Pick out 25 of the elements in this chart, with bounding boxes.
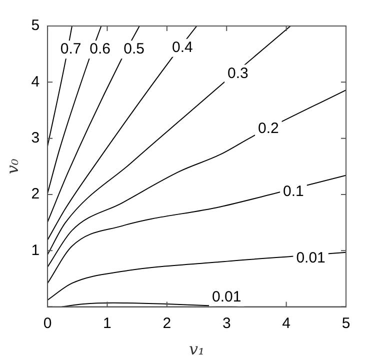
annotation: 0.01 — [212, 288, 242, 306]
y-tick-label: 1 — [31, 242, 40, 259]
y-tick-label: 5 — [31, 17, 40, 34]
annotation: 0.4 — [172, 39, 193, 56]
annotation: 0.6 — [90, 40, 110, 58]
annotation: 0.01 — [296, 250, 326, 267]
annotation: 0.1 — [283, 182, 304, 200]
y-tick-label: 3 — [31, 129, 40, 146]
annotation: 0.5 — [124, 40, 145, 58]
line-series — [48, 174, 346, 284]
x-tick-label: 3 — [222, 314, 231, 332]
x-tick-label: 2 — [162, 314, 172, 332]
annotation: 0.2 — [258, 120, 279, 137]
line-series — [48, 90, 346, 268]
y-tick-label: 2 — [31, 186, 40, 203]
line-series — [48, 26, 198, 240]
y-axis-title: v₀ — [2, 158, 22, 174]
annotation: 0.3 — [228, 64, 248, 82]
x-tick-label: 4 — [282, 314, 290, 332]
annotation: 0.7 — [60, 40, 82, 58]
x-axis-title: v₁ — [189, 340, 204, 359]
x-tick-label: 5 — [342, 314, 350, 332]
x-tick-label: 0 — [43, 314, 52, 332]
x-tick-label: 1 — [103, 314, 112, 332]
y-tick-label: 4 — [31, 73, 40, 90]
